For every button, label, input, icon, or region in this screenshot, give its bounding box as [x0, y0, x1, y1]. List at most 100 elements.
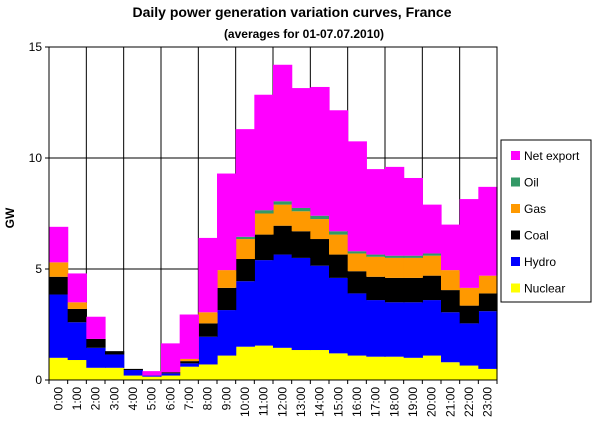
chart-title: Daily power generation variation curves,…: [133, 4, 452, 20]
x-tick-label: 16:00: [350, 387, 364, 417]
area-segment: [198, 323, 218, 337]
area-segment: [217, 310, 237, 356]
series-net-export: [49, 64, 498, 376]
legend-swatch: [511, 230, 520, 240]
x-tick-label: 21:00: [443, 387, 457, 417]
x-tick-label: 3:00: [107, 387, 121, 411]
legend-label: Net export: [524, 149, 580, 163]
area-segment: [217, 270, 237, 288]
area-segment: [123, 370, 143, 376]
area-segment: [366, 169, 386, 255]
area-segment: [49, 226, 69, 263]
area-segment: [347, 293, 367, 356]
x-tick-label: 0:00: [51, 387, 65, 411]
x-tick-label: 20:00: [425, 387, 439, 417]
area-segment: [198, 312, 218, 324]
area-segment: [179, 363, 199, 367]
area-segment: [366, 356, 386, 380]
area-segment: [86, 338, 106, 348]
legend-item: Hydro: [511, 255, 556, 269]
area-segment: [403, 302, 423, 358]
area-segment: [86, 316, 106, 339]
area-segment: [441, 270, 461, 291]
area-segment: [310, 265, 330, 351]
area-segment: [422, 204, 442, 254]
area-segment: [235, 346, 255, 380]
area-segment: [179, 314, 199, 359]
legend-swatch: [511, 283, 520, 293]
area-segment: [273, 204, 293, 226]
series-hydro: [49, 254, 498, 377]
area-segment: [422, 253, 442, 256]
area-segment: [273, 225, 293, 255]
area-segment: [49, 276, 69, 295]
legend-label: Nuclear: [524, 282, 565, 296]
legend-item: Gas: [511, 202, 546, 216]
x-tick-label: 19:00: [406, 387, 420, 417]
legend-label: Gas: [524, 202, 546, 216]
area-segment: [217, 355, 237, 380]
area-segment: [105, 367, 125, 380]
area-segment: [235, 259, 255, 282]
area-segment: [198, 364, 218, 380]
area-segment: [310, 350, 330, 380]
area-segment: [347, 253, 367, 272]
area-segment: [67, 360, 87, 380]
x-tick-label: 22:00: [462, 387, 476, 417]
x-tick-label: 17:00: [369, 387, 383, 417]
area-segment: [273, 201, 293, 205]
area-segment: [366, 256, 386, 277]
area-segment: [441, 224, 461, 271]
area-segment: [403, 357, 423, 380]
area-segment: [254, 260, 274, 346]
area-segment: [347, 251, 367, 254]
legend-swatch: [511, 177, 520, 187]
area-segment: [291, 231, 311, 258]
area-segment: [459, 323, 479, 366]
area-segment: [254, 94, 274, 211]
area-segment: [422, 255, 442, 276]
area-segment: [385, 356, 405, 380]
area-segment: [142, 371, 162, 376]
series-oil: [235, 201, 442, 258]
area-segment: [459, 287, 479, 306]
area-segment: [422, 300, 442, 356]
area-segment: [385, 302, 405, 357]
area-segment: [161, 373, 181, 376]
x-tick-label: 12:00: [275, 387, 289, 417]
area-segment: [478, 311, 498, 369]
legend-box: [500, 139, 592, 303]
x-tick-label: 9:00: [219, 387, 233, 411]
area-segment: [403, 255, 423, 258]
area-segment: [161, 375, 181, 380]
area-segment: [254, 210, 274, 214]
area-segment: [105, 351, 125, 355]
legend-swatch: [511, 257, 520, 266]
area-segment: [366, 276, 386, 301]
area-segment: [347, 355, 367, 380]
area-segment: [329, 353, 349, 380]
area-segment: [235, 281, 255, 347]
area-segment: [49, 357, 69, 380]
area-segment: [478, 293, 498, 312]
x-tick-label: 18:00: [387, 387, 401, 417]
area-segment: [310, 215, 330, 220]
x-tick-label: 1:00: [70, 387, 84, 411]
area-segment: [235, 129, 255, 237]
area-segment: [366, 254, 386, 257]
area-segment: [291, 257, 311, 351]
area-segment: [441, 362, 461, 380]
area-segment: [179, 366, 199, 380]
area-segment: [67, 302, 87, 309]
area-segment: [123, 368, 143, 371]
series-gas: [49, 204, 498, 362]
x-tick-label: 4:00: [126, 387, 140, 411]
legend-swatch: [511, 151, 520, 160]
area-segment: [86, 367, 106, 380]
area-segment: [310, 86, 330, 216]
area-segment: [67, 273, 87, 303]
legend-label: Oil: [524, 176, 539, 190]
area-segment: [459, 305, 479, 324]
x-tick-label: 11:00: [257, 387, 271, 416]
legend-item: Nuclear: [511, 282, 565, 296]
